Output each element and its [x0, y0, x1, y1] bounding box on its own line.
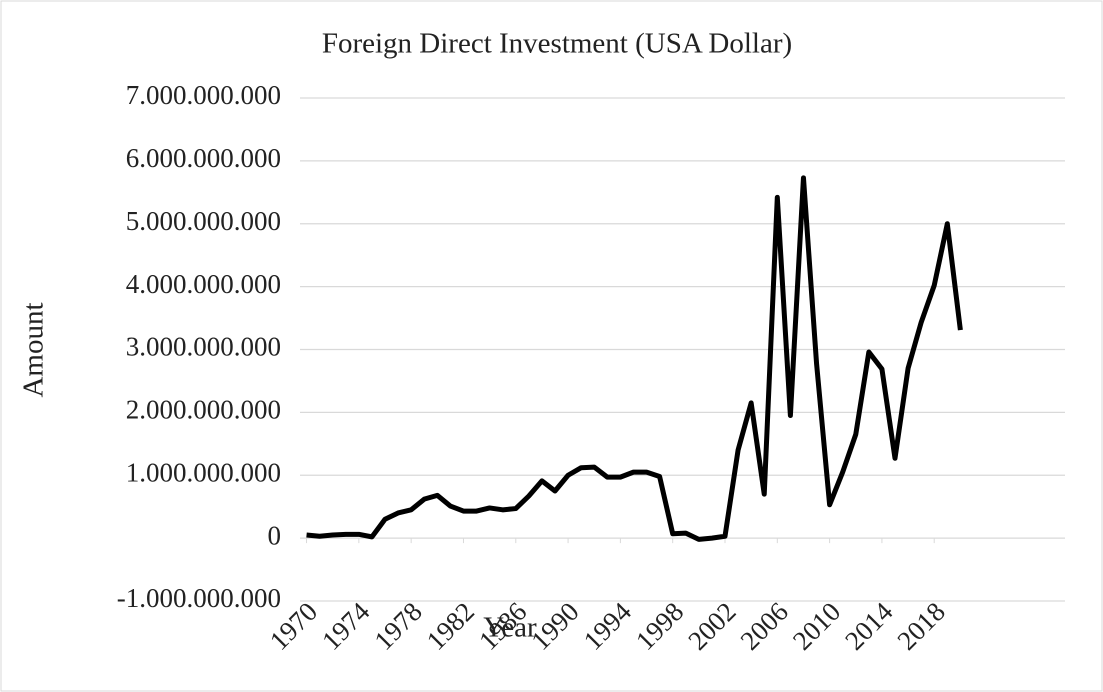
data-line	[306, 175, 963, 542]
y-tick-label: 6.000.000.000	[126, 143, 281, 173]
y-tick-label: 2.000.000.000	[126, 395, 281, 425]
y-tick-label: 3.000.000.000	[126, 332, 281, 362]
y-tick-label: 5.000.000.000	[126, 206, 281, 236]
x-axis-label: Year	[483, 612, 537, 644]
y-tick-label: -1.000.000.000	[117, 583, 281, 613]
y-tick-label: 7.000.000.000	[126, 80, 281, 110]
y-tick-label: 0	[268, 520, 282, 550]
y-tick-label: 4.000.000.000	[126, 269, 281, 299]
y-tick-label: 1.000.000.000	[126, 457, 281, 487]
y-axis-label: Amount	[18, 302, 50, 397]
chart-title: Foreign Direct Investment (USA Dollar)	[322, 28, 792, 60]
